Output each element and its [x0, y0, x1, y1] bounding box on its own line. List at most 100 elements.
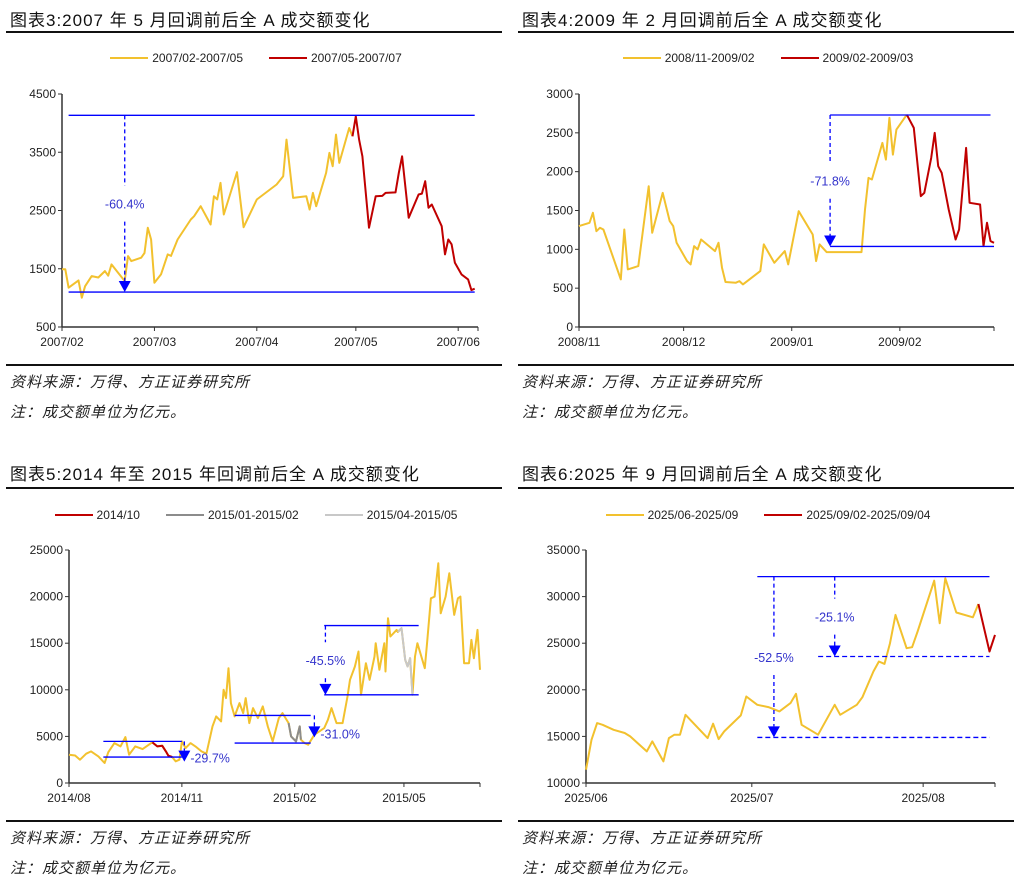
y-tick-label: 15000: [547, 729, 581, 743]
legend-item: 2015/01-2015/02: [165, 508, 299, 522]
y-tick-label: 15000: [30, 636, 64, 650]
series-line: [585, 577, 980, 770]
arrow-down-icon: [319, 683, 332, 695]
arrow-down-icon: [308, 726, 321, 738]
legend-swatch: [110, 57, 149, 59]
legend-item: 2025/06-2025/09: [605, 508, 738, 522]
y-tick-label: 10000: [30, 683, 64, 697]
chart-title: 图表5:2014 年至 2015 年回调前后全 A 成交额变化: [10, 465, 420, 484]
footer-divider: [6, 820, 502, 822]
series-line: [977, 603, 996, 653]
title-divider: [6, 31, 502, 33]
legend-swatch: [324, 514, 363, 516]
arrow-down-icon: [828, 645, 841, 657]
y-tick-label: 3500: [29, 145, 56, 159]
y-tick-label: 35000: [547, 543, 581, 557]
x-tick-label: 2015/02: [273, 791, 317, 805]
legend: 2025/06-2025/09 2025/09/02-2025/09/04: [512, 508, 1024, 522]
series-line: [397, 627, 414, 695]
y-tick-label: 5000: [36, 729, 63, 743]
chart-title: 图表6:2025 年 9 月回调前后全 A 成交额变化: [522, 465, 883, 484]
legend-label: 2007/05-2007/07: [311, 51, 402, 65]
y-tick-label: 0: [56, 776, 63, 790]
figure-3-panel: 图表3:2007 年 5 月回调前后全 A 成交额变化 2007/02-2007…: [0, 0, 512, 440]
y-tick-label: 2500: [29, 204, 56, 218]
x-tick-label: 2014/11: [161, 791, 204, 805]
legend-swatch: [780, 57, 819, 59]
note-text: 注：成交额单位为亿元。: [10, 404, 187, 421]
legend-swatch: [764, 514, 803, 516]
x-tick-label: 2025/07: [730, 791, 774, 805]
legend-swatch: [54, 514, 93, 516]
x-tick-label: 2008/11: [558, 335, 601, 349]
footer-divider: [6, 364, 502, 366]
legend-item: 2014/10: [54, 508, 140, 522]
footer-divider: [518, 820, 1014, 822]
legend-label: 2009/02-2009/03: [822, 51, 914, 65]
line-chart: 0 5000 10000 15000 20000 25000 2014/08 2014/11 2…: [30, 543, 481, 805]
drawdown-label: -52.5%: [754, 651, 794, 665]
y-tick-label: 1000: [546, 242, 573, 256]
title-divider: [6, 487, 502, 489]
x-tick-label: 2007/04: [235, 335, 279, 349]
chart-title: 图表3:2007 年 5 月回调前后全 A 成交额变化: [10, 11, 371, 30]
x-tick-label: 2025/06: [564, 791, 608, 805]
footer-divider: [518, 364, 1014, 366]
x-tick-label: 2007/05: [334, 335, 378, 349]
x-tick-label: 2007/06: [436, 335, 480, 349]
series-line: [287, 722, 302, 743]
line-chart: 10000 15000 20000 25000 30000 35000 2025/06 202…: [547, 543, 996, 805]
x-tick-label: 2025/08: [901, 791, 945, 805]
legend-label: 2015/01-2015/02: [207, 508, 299, 522]
series-line: [905, 114, 995, 248]
legend-item: 2008/11-2009/02: [622, 51, 755, 65]
x-tick-label: 2009/01: [770, 335, 814, 349]
series-line: [351, 115, 476, 292]
source-text: 资料来源：万得、方正证券研究所: [522, 830, 763, 847]
legend-label: 2015/04-2015/05: [366, 508, 458, 522]
series-line: [578, 114, 908, 286]
drawdown-label: -60.4%: [105, 198, 145, 212]
line-chart: 0 500 1000 1500 2000 2500 3000 2008/11 2008/12 20…: [546, 87, 995, 349]
drawdown-label: -29.7%: [190, 752, 230, 766]
legend-item: 2025/09/02-2025/09/04: [764, 508, 930, 522]
legend-swatch: [605, 514, 644, 516]
legend-label: 2007/02-2007/05: [152, 51, 243, 65]
x-tick-label: 2007/03: [133, 335, 177, 349]
figure-4-panel: 图表4:2009 年 2 月回调前后全 A 成交额变化 2008/11-2009…: [512, 0, 1024, 440]
series-line: [151, 741, 173, 758]
y-tick-label: 500: [36, 320, 56, 334]
y-tick-label: 25000: [547, 636, 581, 650]
legend-label: 2014/10: [96, 508, 140, 522]
y-tick-label: 20000: [547, 683, 581, 697]
legend-label: 2008/11-2009/02: [664, 51, 755, 65]
arrow-down-icon: [767, 726, 780, 738]
drawdown-label: -45.5%: [306, 654, 346, 668]
arrow-down-icon: [178, 750, 191, 762]
y-tick-label: 1500: [546, 204, 573, 218]
legend: 2008/11-2009/02 2009/02-2009/03: [512, 51, 1024, 65]
y-tick-label: 4500: [29, 87, 56, 101]
x-tick-label: 2009/02: [878, 335, 922, 349]
title-divider: [518, 487, 1014, 489]
line-chart: 500 1500 2500 3500 4500 2007/02 2007/03 2007/04…: [29, 87, 480, 349]
series-line: [68, 562, 481, 764]
arrow-down-icon: [118, 281, 131, 293]
x-tick-label: 2015/05: [382, 791, 426, 805]
chart-title: 图表4:2009 年 2 月回调前后全 A 成交额变化: [522, 11, 883, 30]
y-tick-label: 0: [566, 320, 573, 334]
note-text: 注：成交额单位为亿元。: [522, 404, 699, 421]
source-text: 资料来源：万得、方正证券研究所: [10, 374, 251, 391]
figure-6-panel: 图表6:2025 年 9 月回调前后全 A 成交额变化 2025/06-2025…: [512, 450, 1024, 890]
legend-swatch: [269, 57, 307, 59]
legend-item: 2007/02-2007/05: [110, 51, 243, 65]
source-text: 资料来源：万得、方正证券研究所: [10, 830, 251, 847]
y-tick-label: 30000: [547, 590, 581, 604]
legend-swatch: [165, 514, 204, 516]
legend: 2014/10 2015/01-2015/02 2015/04-2015/05: [0, 508, 512, 522]
legend-label: 2025/09/02-2025/09/04: [806, 508, 931, 522]
y-tick-label: 2500: [546, 126, 573, 140]
drawdown-label: -71.8%: [810, 175, 850, 189]
legend: 2007/02-2007/05 2007/05-2007/07: [0, 51, 512, 65]
figure-5-panel: 图表5:2014 年至 2015 年回调前后全 A 成交额变化 2014/10 2…: [0, 450, 512, 890]
